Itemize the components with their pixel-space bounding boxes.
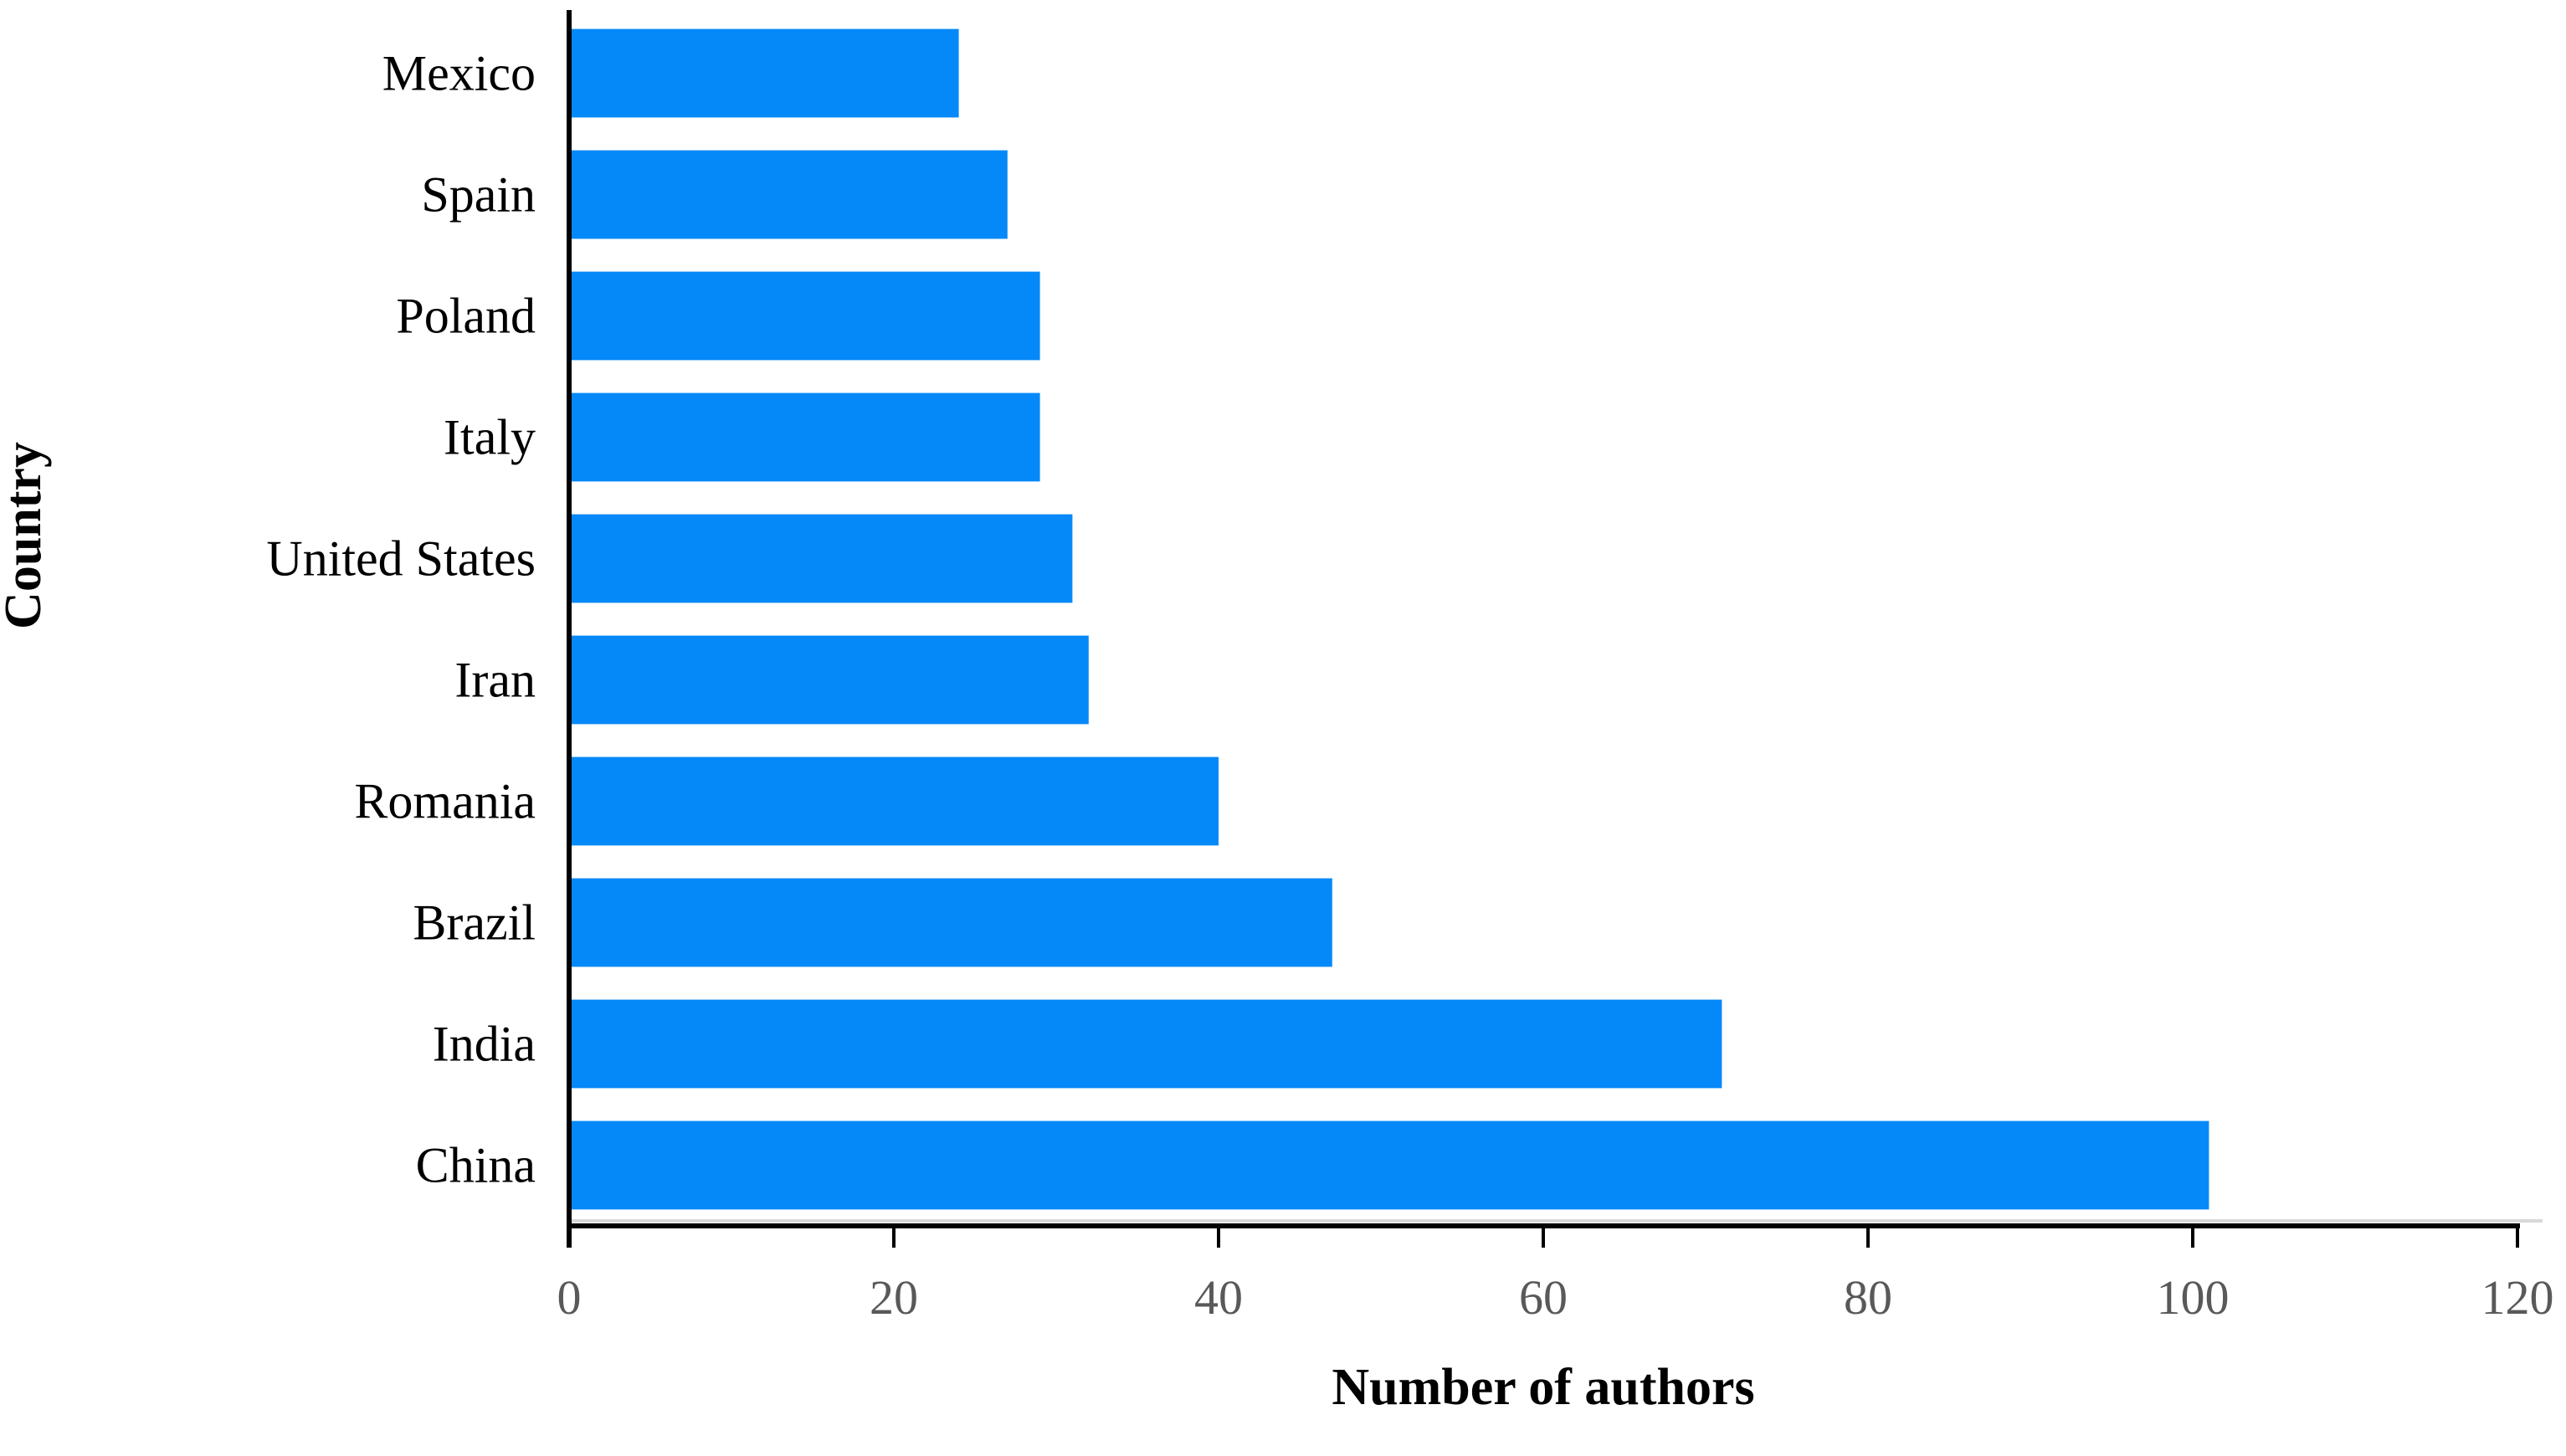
- x-axis-title: Number of authors: [1332, 1359, 1754, 1416]
- x-tick-label-60: 60: [1519, 1270, 1568, 1325]
- bar-italy: [569, 392, 1040, 482]
- axes-layer: [567, 10, 2543, 1248]
- bar-romania: [569, 756, 1219, 846]
- category-label-spain: Spain: [421, 167, 536, 223]
- category-label-poland: Poland: [396, 289, 536, 344]
- category-label-italy: Italy: [444, 410, 536, 465]
- category-label-china: China: [416, 1138, 536, 1193]
- category-label-united-states: United States: [266, 531, 536, 587]
- category-label-romania: Romania: [354, 774, 536, 829]
- bar-mexico: [569, 28, 959, 118]
- x-tick-label-80: 80: [1844, 1270, 1892, 1325]
- x-tick-label-100: 100: [2157, 1270, 2230, 1325]
- bar-poland: [569, 271, 1040, 361]
- labels-layer: Mexico Spain Poland Italy United States Iran R…: [266, 46, 2553, 1325]
- category-label-india: India: [433, 1017, 536, 1072]
- bar-iran: [569, 635, 1089, 725]
- category-label-mexico: Mexico: [382, 46, 536, 101]
- bar-india: [569, 999, 1722, 1089]
- x-tick-label-0: 0: [557, 1270, 582, 1325]
- bar-china: [569, 1120, 2209, 1210]
- bar-brazil: [569, 878, 1332, 967]
- bar-united-states: [569, 514, 1073, 603]
- bar-spain: [569, 150, 1008, 239]
- x-tick-label-40: 40: [1194, 1270, 1243, 1325]
- x-tick-label-120: 120: [2481, 1270, 2554, 1325]
- x-tick-label-20: 20: [870, 1270, 918, 1325]
- category-label-iran: Iran: [454, 653, 536, 708]
- bars-layer: [569, 28, 2209, 1210]
- y-axis-title: Country: [0, 442, 52, 629]
- category-label-brazil: Brazil: [413, 895, 536, 951]
